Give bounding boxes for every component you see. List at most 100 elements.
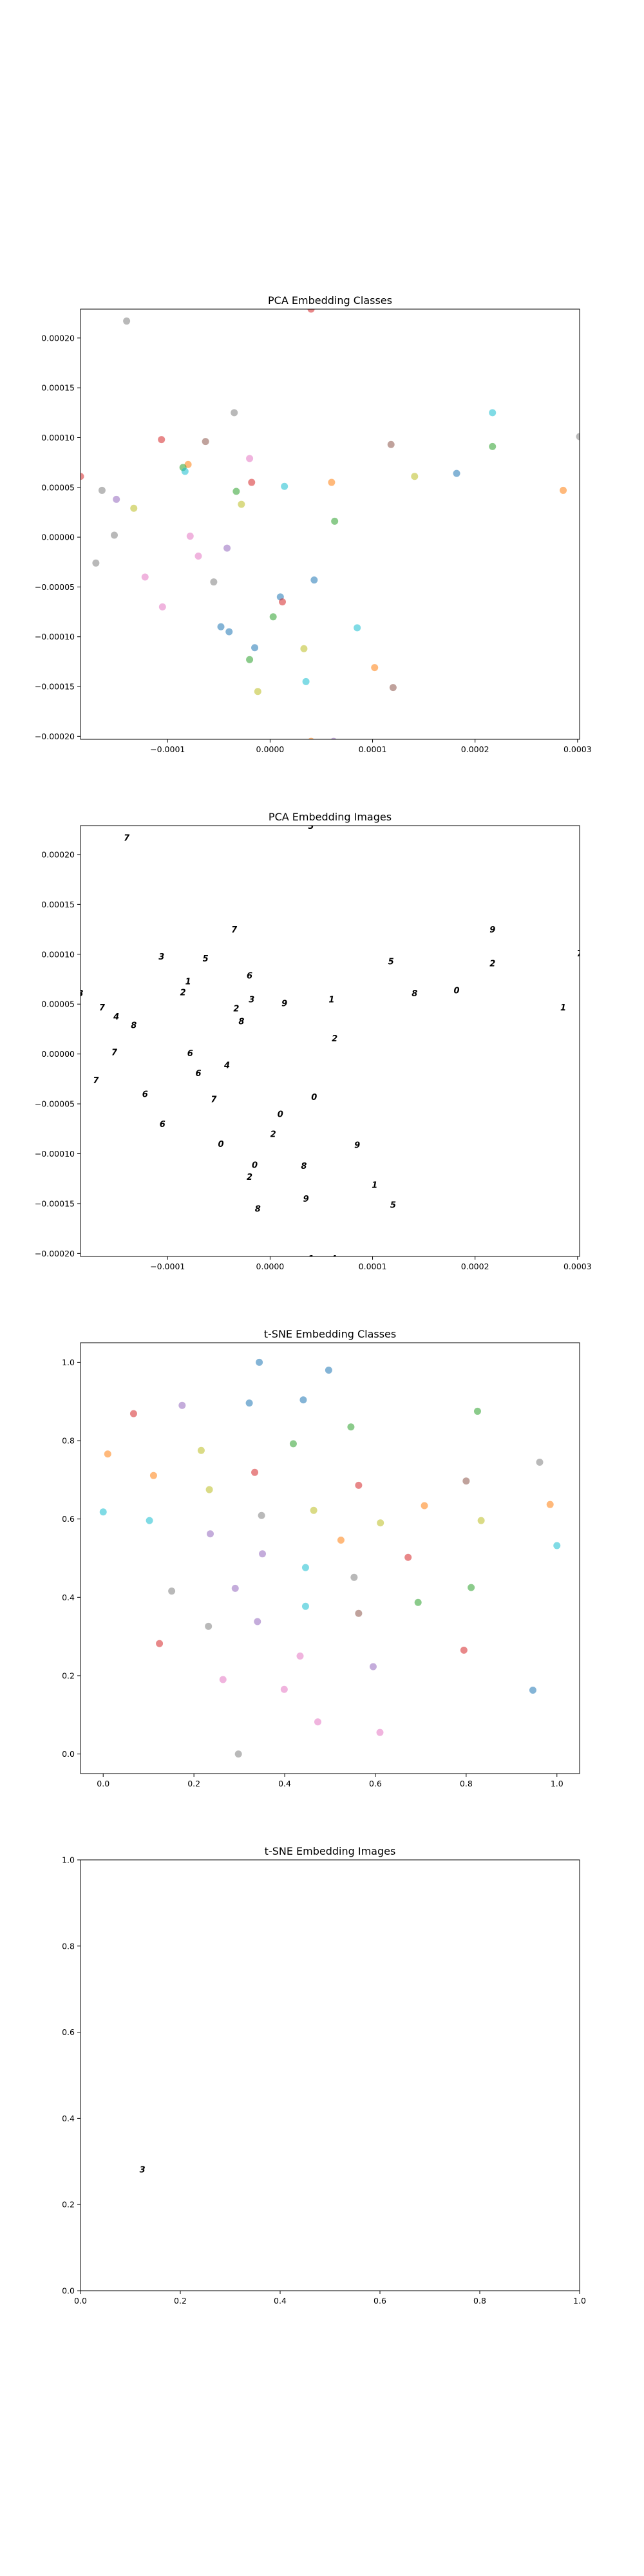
digit-image-marker: 0 — [454, 987, 460, 996]
data-point — [307, 309, 315, 313]
digit-image-marker: 2 — [489, 960, 495, 969]
x-tick-label: 0.0002 — [461, 1262, 489, 1271]
x-tick-label: 0.6 — [369, 1779, 382, 1788]
digit-image-marker: 1 — [372, 1181, 377, 1191]
digit-image-marker: 7 — [93, 1076, 99, 1086]
y-tick-label: 0.4 — [62, 1593, 75, 1602]
data-point — [350, 1573, 358, 1581]
digit-image-marker: 0 — [278, 1110, 283, 1120]
data-point — [489, 409, 497, 417]
y-tick-label: 1.0 — [62, 1855, 75, 1865]
y-tick-label: −0.00020 — [35, 1249, 75, 1258]
data-point — [248, 478, 256, 486]
y-tick-label: 0.00015 — [41, 383, 75, 393]
x-tick-label: 0.8 — [460, 1779, 473, 1788]
data-point — [369, 1663, 377, 1671]
x-tick-label: −0.0001 — [150, 1262, 185, 1271]
y-tick-label: 0.8 — [62, 1436, 75, 1446]
data-point — [529, 1686, 536, 1694]
data-point — [98, 486, 106, 494]
x-tick-label: −0.0001 — [150, 744, 185, 754]
data-point — [256, 1358, 263, 1366]
data-point — [130, 504, 138, 512]
digit-image-marker: 5 — [203, 954, 209, 964]
x-tick-label: 0.2 — [187, 1779, 200, 1788]
data-point — [477, 1517, 485, 1524]
data-point — [246, 656, 254, 663]
digit-image-marker: 9 — [303, 1195, 309, 1204]
data-point — [238, 500, 245, 508]
y-tick-label: 0.0 — [62, 2286, 75, 2296]
chart-title: PCA Embedding Classes — [268, 294, 392, 307]
data-point — [111, 531, 118, 539]
data-point — [210, 578, 218, 586]
digit-image-marker: 7 — [99, 1003, 106, 1013]
chart-title: t-SNE Embedding Classes — [264, 1328, 396, 1340]
digit-image-marker: 7 — [231, 925, 238, 935]
data-point — [217, 623, 225, 630]
tsne-images-panel: t-SNE Embedding Images 3 0.0 0.2 0.4 0.6 0.8 1.… — [62, 1845, 586, 2306]
data-point — [376, 1728, 384, 1736]
y-tick-label: −0.00015 — [35, 682, 75, 692]
data-point — [223, 544, 231, 552]
data-point — [99, 1508, 107, 1516]
digit-image-marker: 0 — [252, 1161, 258, 1171]
digit-image-marker: 3 — [249, 995, 254, 1005]
digit-image-marker: 5 — [390, 1200, 396, 1210]
y-tick-label: 0.6 — [62, 1514, 75, 1524]
data-point — [300, 645, 308, 652]
y-tick-label: 0.0 — [62, 1749, 75, 1759]
y-tick-label: −0.00005 — [35, 582, 75, 592]
digit-image-marker: 6 — [195, 1069, 201, 1079]
digit-image-marker: 7 — [124, 834, 130, 844]
data-point — [414, 1598, 422, 1606]
y-tick-label: 0.8 — [62, 1941, 75, 1951]
data-point — [231, 409, 238, 417]
digit-image-marker: 8 — [131, 1021, 137, 1031]
pca-classes-panel: PCA Embedding Classes −0.0001 0.0000 0.0001… — [35, 294, 592, 754]
data-points — [80, 309, 580, 739]
y-tick-label: 0.6 — [62, 2027, 75, 2037]
y-tick-label: 0.00005 — [41, 999, 75, 1009]
data-point — [462, 1477, 470, 1485]
data-point — [330, 737, 337, 739]
x-tick-label: 0.0 — [74, 2296, 87, 2306]
data-point — [104, 1450, 111, 1458]
x-tick-label: 0.0003 — [564, 1262, 592, 1271]
digit-image-marker: 9 — [281, 999, 287, 1009]
data-point — [387, 440, 395, 448]
x-tick-label: 0.0002 — [461, 744, 489, 754]
data-point — [301, 1564, 309, 1571]
y-tick-label: −0.00015 — [35, 1198, 75, 1208]
data-point — [129, 1410, 137, 1417]
digit-image-marker: 3 — [158, 952, 164, 962]
data-point — [234, 1750, 242, 1758]
y-tick-label: 0.00000 — [41, 1049, 75, 1059]
data-point — [141, 573, 149, 581]
y-tick-label: −0.00010 — [35, 632, 75, 641]
data-point — [337, 1537, 345, 1544]
data-point — [158, 603, 166, 611]
data-point — [113, 495, 120, 503]
data-point — [421, 1502, 428, 1510]
data-point — [231, 1584, 239, 1592]
data-point — [308, 737, 314, 739]
data-point — [289, 1440, 297, 1448]
digit-image-marker: 2 — [247, 1173, 252, 1182]
digit-image-marker: 1 — [185, 978, 191, 987]
data-point — [355, 1609, 363, 1617]
digit-image-marker: 6 — [247, 971, 252, 981]
data-point — [259, 1550, 267, 1558]
digit-image-marker: 3 — [308, 822, 314, 831]
data-point — [168, 1587, 176, 1595]
digit-image-marker: 1 — [308, 1255, 314, 1264]
data-point — [123, 317, 131, 325]
digit-image-marker: 2 — [180, 989, 186, 998]
data-point — [536, 1458, 544, 1466]
x-tick-label: 0.8 — [473, 2296, 486, 2306]
digit-image-marker: 8 — [301, 1162, 307, 1171]
data-point — [156, 1640, 164, 1647]
data-point — [246, 455, 254, 462]
data-point — [389, 684, 397, 692]
data-point — [181, 468, 189, 475]
